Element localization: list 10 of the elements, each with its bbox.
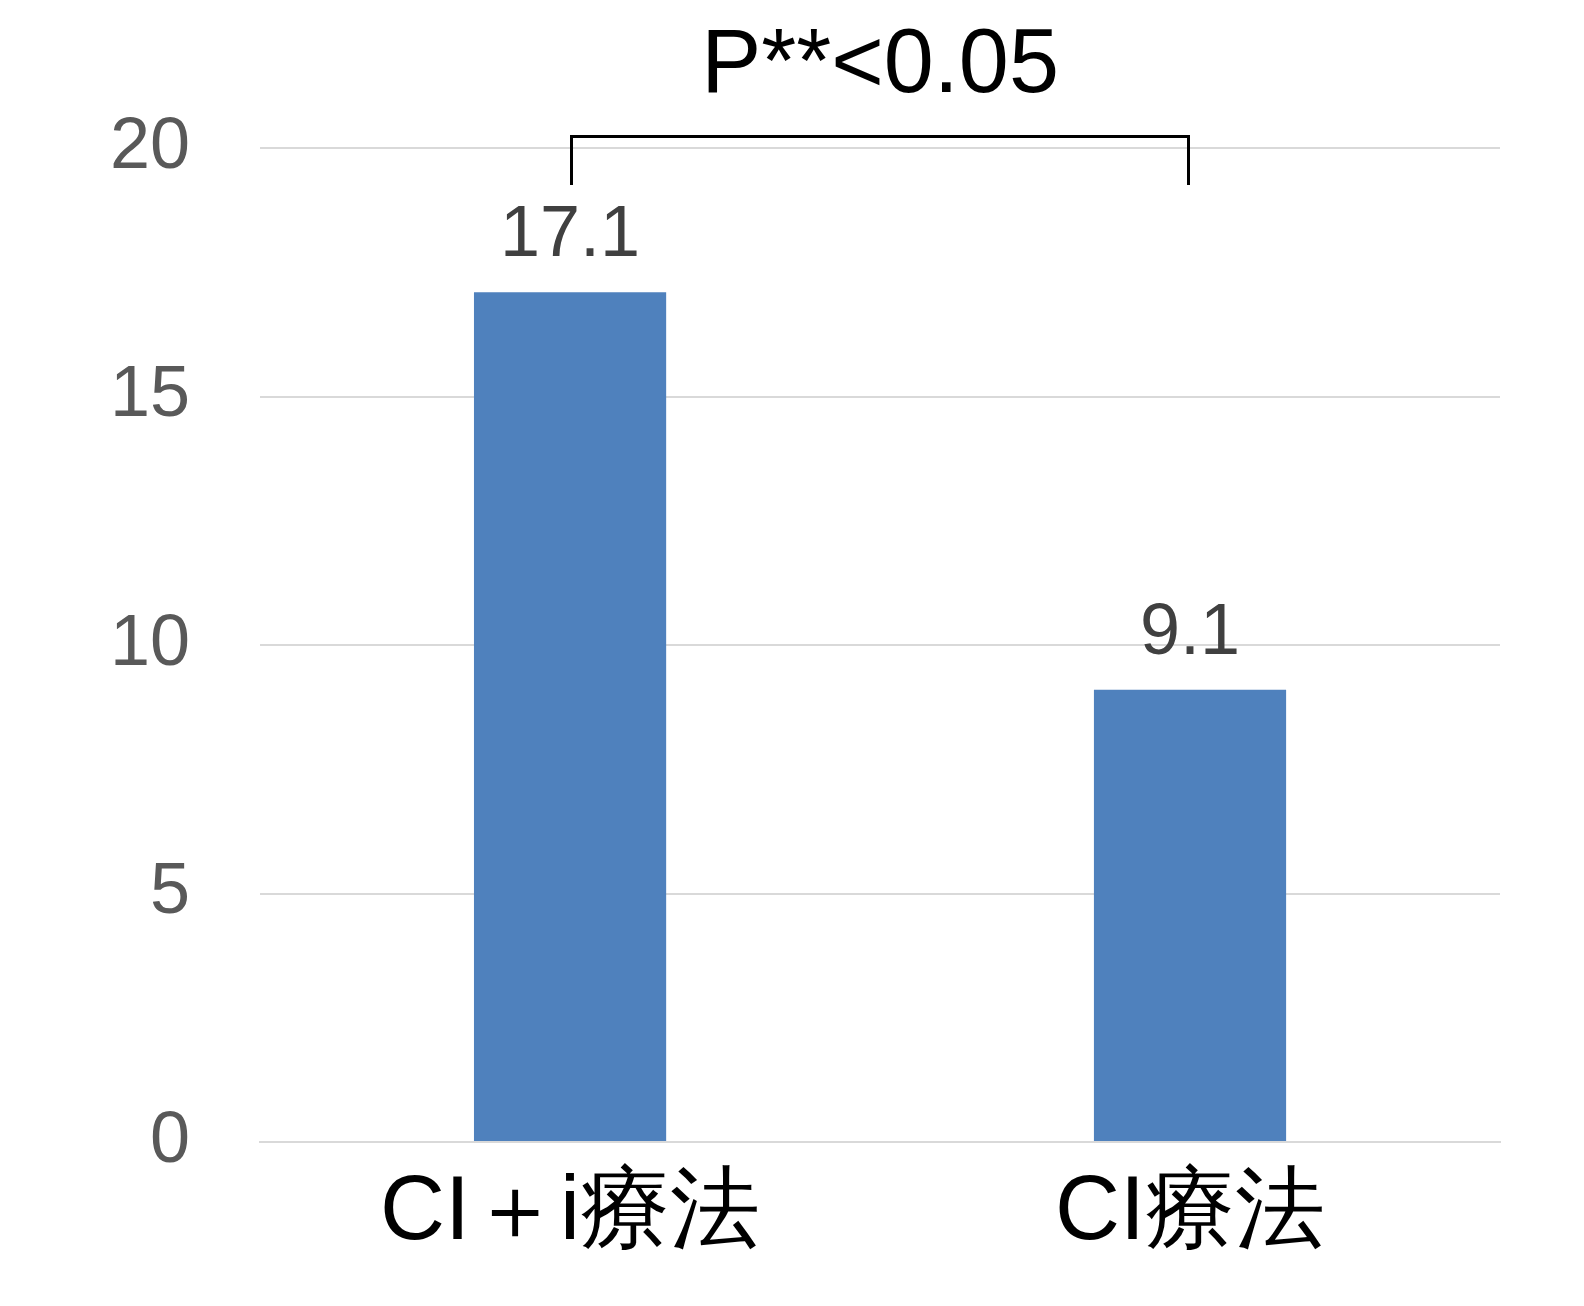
y-tick-label: 0 [150, 1096, 191, 1177]
data-label: 9.1 [1139, 588, 1241, 669]
y-tick-label: 20 [109, 102, 191, 183]
y-tick-label: 15 [109, 351, 191, 432]
x-tick-label: CI療法 [1055, 1157, 1326, 1258]
text: P**<0.05 [701, 10, 1059, 111]
y-tick-label: 10 [109, 599, 191, 680]
data-label: 17.1 [499, 190, 641, 271]
y-tick-label: 5 [150, 848, 191, 929]
x-tick-label: CI＋i療法 [380, 1157, 761, 1258]
